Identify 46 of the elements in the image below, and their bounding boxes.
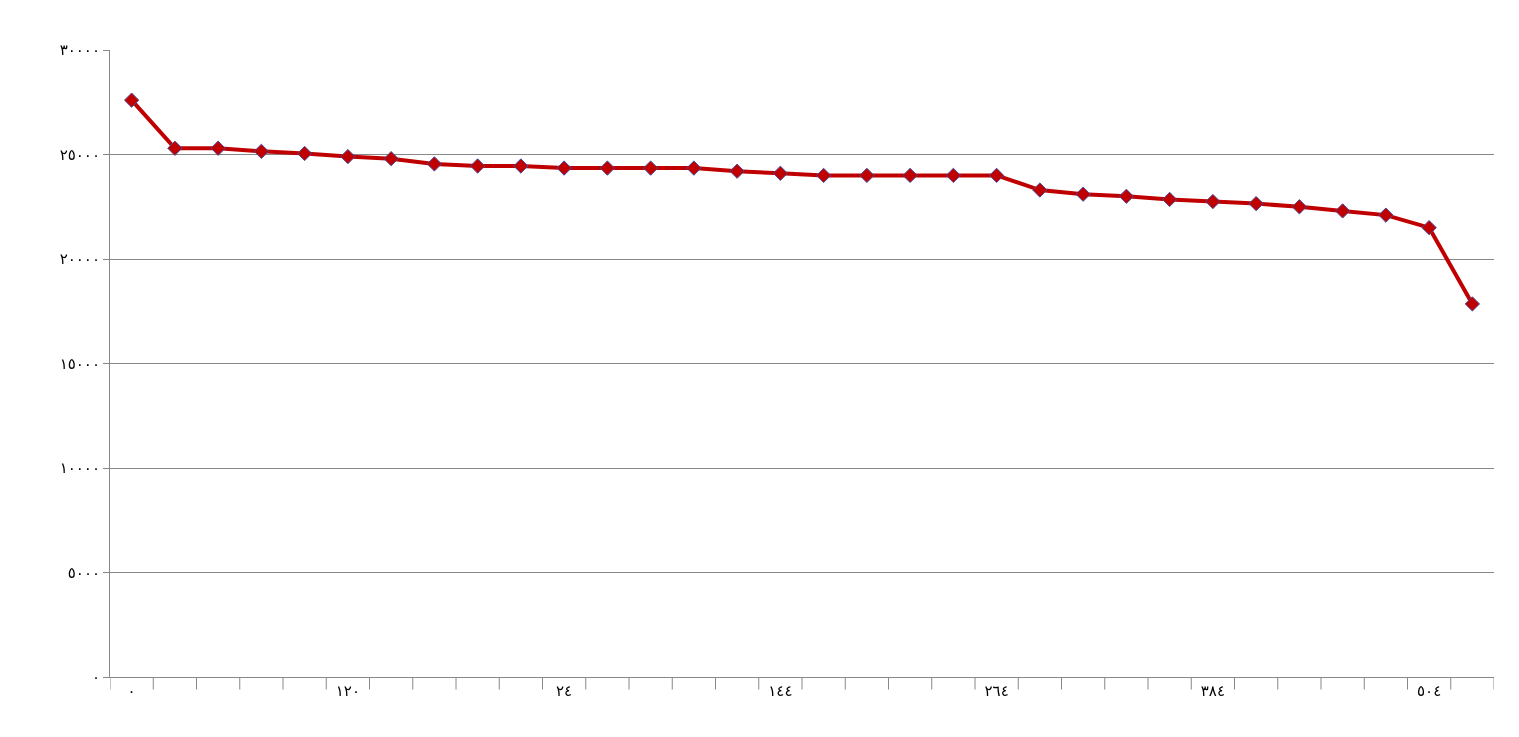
y-tick-label: ٢٥٠٠٠ [59,145,100,164]
point [1334,203,1351,219]
point [296,145,313,162]
point [556,160,572,176]
point [988,167,1005,184]
y-tick-label: ٣٠٠٠٠ [59,41,100,60]
point [210,140,226,156]
y-tick-label: ٠ [91,668,100,687]
point [599,160,616,176]
point [859,167,875,184]
point [1464,296,1481,312]
point [815,167,832,184]
x-tick-label: ٣٨٤ [1200,682,1225,700]
point [1248,195,1264,212]
point [1378,207,1394,223]
y-tick-label: ١٥٠٠٠ [59,354,100,373]
point [340,148,356,165]
y-tick-label: ٥٠٠٠ [67,563,100,582]
x-tick-label: ٢٤ [556,682,573,700]
y-tick-label: ٢٠٠٠٠ [59,250,100,269]
x-tick-label: ٢٦٤ [984,682,1009,700]
x-tick-label: ٥٠٤ [1417,682,1442,700]
x-tick-label: ١٤٤ [768,682,793,700]
point [729,163,745,179]
y-tick-label: ١٠٠٠٠ [59,459,100,478]
point [167,140,183,156]
point [426,156,443,172]
x-tick-label: ١٢٠ [335,682,360,700]
point [1205,193,1221,210]
point [1421,220,1437,236]
point [945,167,962,184]
point [902,167,918,184]
x-tick-label: ٠ [127,682,136,700]
point [1118,188,1135,204]
point [686,160,702,176]
point [772,165,789,181]
point [642,160,659,176]
point [469,158,486,174]
point [1291,199,1308,215]
point [1075,186,1091,202]
point [123,92,140,108]
point [253,143,270,160]
point [513,158,529,174]
point [1161,191,1178,208]
point [383,151,399,167]
point [1032,182,1048,198]
